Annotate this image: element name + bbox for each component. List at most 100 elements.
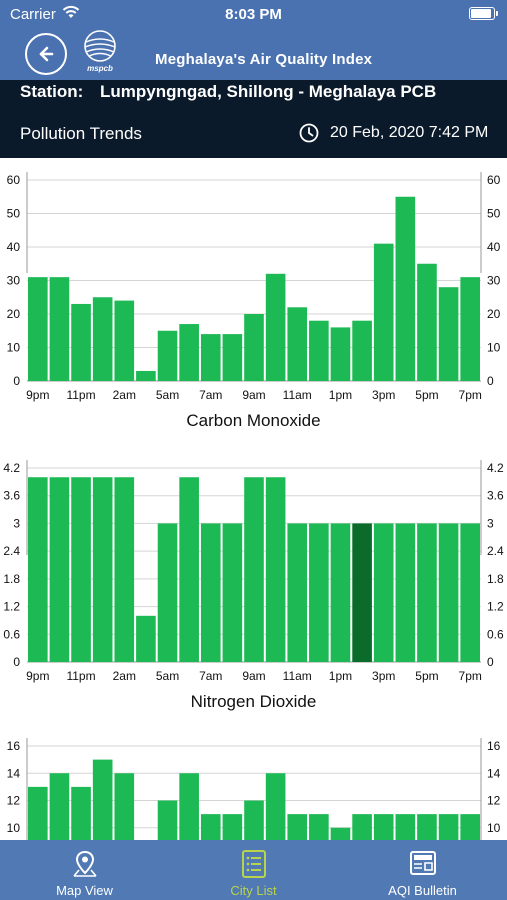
y-tick-label-left: 10 bbox=[7, 341, 21, 355]
bar[interactable] bbox=[460, 814, 480, 840]
bar[interactable] bbox=[395, 814, 416, 840]
y-tick-label-left: 12 bbox=[7, 794, 21, 808]
bar[interactable] bbox=[330, 827, 351, 840]
bar[interactable] bbox=[287, 523, 308, 662]
bar[interactable] bbox=[71, 786, 91, 840]
bar[interactable] bbox=[92, 477, 113, 662]
x-tick-label: 3pm bbox=[372, 669, 395, 683]
bar[interactable] bbox=[136, 370, 156, 381]
bar[interactable] bbox=[352, 320, 372, 381]
bar[interactable] bbox=[309, 320, 329, 381]
x-tick-label: 5am bbox=[156, 388, 179, 402]
y-tick-label-right: 30 bbox=[487, 274, 501, 288]
bar[interactable] bbox=[417, 814, 437, 840]
bar[interactable] bbox=[330, 523, 351, 662]
y-tick-label-left: 2.4 bbox=[3, 544, 20, 558]
bar[interactable] bbox=[265, 273, 286, 381]
bar[interactable] bbox=[244, 477, 264, 662]
bar[interactable] bbox=[352, 523, 372, 662]
bar[interactable] bbox=[395, 196, 416, 381]
bar[interactable] bbox=[200, 523, 221, 662]
bar[interactable] bbox=[330, 327, 351, 381]
bar[interactable] bbox=[417, 263, 437, 381]
map-pin-icon bbox=[72, 850, 97, 877]
bar[interactable] bbox=[244, 800, 264, 841]
tab-map-view[interactable]: Map View bbox=[0, 840, 169, 900]
wifi-icon bbox=[62, 5, 80, 18]
bar[interactable] bbox=[114, 773, 135, 840]
bar[interactable] bbox=[28, 477, 48, 662]
x-tick-label: 1pm bbox=[329, 388, 352, 402]
bar[interactable] bbox=[157, 523, 178, 662]
station-prefix-label: Station: bbox=[20, 82, 84, 101]
bar[interactable] bbox=[417, 523, 437, 662]
bar[interactable] bbox=[200, 334, 221, 381]
bar[interactable] bbox=[309, 523, 329, 662]
bar[interactable] bbox=[460, 523, 480, 662]
bar[interactable] bbox=[92, 759, 113, 840]
bar[interactable] bbox=[438, 287, 459, 381]
bar[interactable] bbox=[222, 523, 243, 662]
bar[interactable] bbox=[49, 477, 70, 662]
x-tick-label: 7am bbox=[199, 388, 222, 402]
bar[interactable] bbox=[71, 477, 91, 662]
bar[interactable] bbox=[114, 300, 135, 381]
y-tick-label-right: 2.4 bbox=[487, 544, 504, 558]
bar[interactable] bbox=[222, 334, 243, 381]
bar[interactable] bbox=[265, 773, 286, 840]
bar[interactable] bbox=[460, 277, 480, 381]
bar[interactable] bbox=[395, 523, 416, 662]
bar[interactable] bbox=[373, 243, 394, 381]
y-tick-label-right: 14 bbox=[487, 766, 501, 780]
bar[interactable] bbox=[49, 277, 70, 381]
x-tick-label: 3pm bbox=[372, 388, 395, 402]
y-tick-label-right: 1.8 bbox=[487, 572, 504, 586]
bar[interactable] bbox=[157, 800, 178, 841]
bar[interactable] bbox=[114, 477, 135, 662]
bar[interactable] bbox=[438, 814, 459, 840]
bar[interactable] bbox=[244, 314, 264, 381]
bar[interactable] bbox=[28, 277, 48, 381]
bar[interactable] bbox=[373, 523, 394, 662]
status-time: 8:03 PM bbox=[225, 6, 282, 23]
y-tick-label-left: 0.6 bbox=[3, 627, 20, 641]
y-tick-label-left: 50 bbox=[7, 207, 21, 221]
y-tick-label-right: 10 bbox=[487, 341, 501, 355]
bar[interactable] bbox=[179, 477, 199, 662]
bar[interactable] bbox=[309, 814, 329, 840]
bar[interactable] bbox=[287, 814, 308, 840]
tab-city-list[interactable]: City List bbox=[169, 840, 338, 900]
x-tick-label: 7pm bbox=[459, 669, 482, 683]
tab-aqi-bulletin[interactable]: AQI Bulletin bbox=[338, 840, 507, 900]
y-tick-label-left: 1.2 bbox=[3, 600, 20, 614]
bar[interactable] bbox=[200, 814, 221, 840]
x-tick-label: 9am bbox=[242, 669, 265, 683]
y-tick-label-right: 20 bbox=[487, 307, 501, 321]
bar[interactable] bbox=[265, 477, 286, 662]
last-updated-time: 20 Feb, 2020 7:42 PM bbox=[330, 124, 489, 141]
bar[interactable] bbox=[136, 615, 156, 662]
bar[interactable] bbox=[28, 786, 48, 840]
y-tick-label-left: 0 bbox=[13, 374, 20, 388]
bar[interactable] bbox=[49, 773, 70, 840]
bar[interactable] bbox=[373, 814, 394, 840]
y-tick-label-right: 3.6 bbox=[487, 489, 504, 503]
y-tick-label-right: 3 bbox=[487, 516, 494, 530]
bar[interactable] bbox=[92, 297, 113, 381]
x-tick-label: 11pm bbox=[66, 388, 95, 402]
bar[interactable] bbox=[179, 324, 199, 381]
bar[interactable] bbox=[438, 523, 459, 662]
y-tick-label-left: 4.2 bbox=[3, 461, 20, 475]
bar[interactable] bbox=[352, 814, 372, 840]
y-tick-label-left: 60 bbox=[7, 173, 21, 187]
bar[interactable] bbox=[222, 814, 243, 840]
bar[interactable] bbox=[71, 303, 91, 381]
x-tick-label: 1pm bbox=[329, 669, 352, 683]
back-button[interactable] bbox=[25, 33, 67, 75]
bar[interactable] bbox=[287, 307, 308, 381]
back-arrow-icon bbox=[39, 46, 54, 62]
bar[interactable] bbox=[179, 773, 199, 840]
carrier-label: Carrier bbox=[10, 6, 56, 23]
bar[interactable] bbox=[157, 330, 178, 381]
